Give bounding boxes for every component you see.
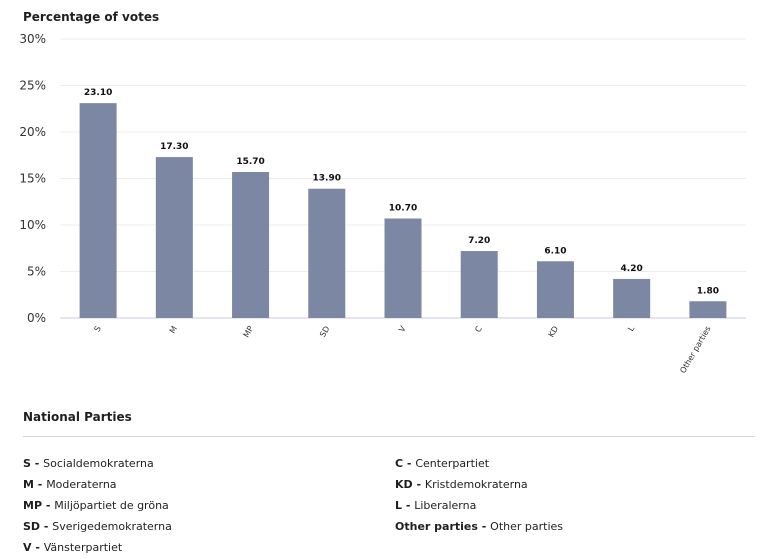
legend-item: Other parties - Other parties bbox=[395, 516, 563, 537]
x-tick-label: C bbox=[473, 324, 484, 334]
legend-code: SD bbox=[23, 520, 41, 533]
y-tick-label: 0% bbox=[27, 311, 46, 325]
legend-code: M bbox=[23, 478, 34, 491]
legend-item: SD - Sverigedemokraterna bbox=[23, 516, 172, 537]
legend-name: Socialdemokraterna bbox=[43, 457, 154, 470]
bar-mp bbox=[232, 171, 270, 318]
y-tick-label: 10% bbox=[19, 218, 46, 232]
legend-item: MP - Miljöpartiet de gröna bbox=[23, 495, 172, 516]
legend-item: L - Liberalerna bbox=[395, 495, 563, 516]
x-tick-label: S bbox=[93, 325, 103, 334]
bar-s bbox=[79, 103, 117, 318]
bar-kd bbox=[536, 261, 574, 318]
legend-code: C bbox=[395, 457, 404, 470]
legend-name: Sverigedemokraterna bbox=[52, 520, 172, 533]
legend-separator: - bbox=[33, 478, 47, 491]
legend-code: Other parties bbox=[395, 520, 478, 533]
legend-separator: - bbox=[30, 457, 44, 470]
legend-title: National Parties bbox=[23, 410, 132, 424]
bar-chart: 0% 5% 10% 15% 20% 25% 30% 23.10 S 17.30 M 15.70 MP 13… bbox=[19, 32, 746, 375]
legend-code: S bbox=[23, 457, 31, 470]
legend-separator: - bbox=[40, 520, 53, 533]
legend-name: Vänsterpartiet bbox=[43, 541, 123, 554]
legend-separator: - bbox=[402, 499, 415, 512]
legend-name: Other parties bbox=[490, 520, 563, 533]
x-tick-label: MP bbox=[242, 324, 256, 339]
legend-code: MP bbox=[23, 499, 43, 512]
y-tick-label: 15% bbox=[19, 172, 46, 186]
legend-item: M - Moderaterna bbox=[23, 474, 172, 495]
data-label: 6.10 bbox=[544, 246, 566, 256]
legend-name: Kristdemokraterna bbox=[424, 478, 528, 491]
x-tick-label: Other parties bbox=[678, 325, 712, 375]
x-tick-label: M bbox=[168, 324, 179, 335]
legend-item: S - Socialdemokraterna bbox=[23, 453, 172, 474]
data-label: 7.20 bbox=[468, 236, 490, 246]
data-label: 23.10 bbox=[84, 88, 112, 98]
data-label: 1.80 bbox=[697, 286, 719, 296]
data-label: 17.30 bbox=[160, 142, 188, 152]
data-label: 10.70 bbox=[389, 203, 417, 213]
y-tick-label: 20% bbox=[19, 125, 46, 139]
bar-v bbox=[384, 218, 422, 318]
legend-code: L bbox=[395, 499, 403, 512]
legend-item: C - Centerpartiet bbox=[395, 453, 563, 474]
bar-c bbox=[460, 251, 498, 318]
x-tick-label: SD bbox=[318, 325, 331, 339]
x-tick-label: KD bbox=[547, 325, 560, 339]
legend-separator: - bbox=[31, 541, 44, 554]
data-label: 13.90 bbox=[313, 174, 341, 184]
y-tick-label: 30% bbox=[19, 32, 46, 46]
bar-other-parties bbox=[689, 301, 727, 318]
legend-separator: - bbox=[42, 499, 55, 512]
data-label: 4.20 bbox=[621, 264, 643, 274]
legend-column-left: S - Socialdemokraterna M - Moderaterna MP … bbox=[23, 453, 172, 558]
legend-column-right: C - Centerpartiet KD - Kristdemokraterna L… bbox=[395, 453, 563, 537]
legend-divider bbox=[23, 436, 755, 437]
x-tick-label: L bbox=[626, 324, 636, 333]
legend-item: KD - Kristdemokraterna bbox=[395, 474, 563, 495]
bar-sd bbox=[308, 188, 346, 318]
legend-separator: - bbox=[412, 478, 425, 491]
y-axis-title: Percentage of votes bbox=[23, 10, 160, 24]
data-label: 15.70 bbox=[236, 157, 264, 167]
legend-separator: - bbox=[403, 457, 416, 470]
legend-name: Moderaterna bbox=[46, 478, 117, 491]
legend-name: Miljöpartiet de gröna bbox=[54, 499, 169, 512]
legend-code: V bbox=[23, 541, 32, 554]
legend-separator: - bbox=[477, 520, 491, 533]
y-tick-label: 5% bbox=[27, 265, 46, 279]
y-tick-label: 25% bbox=[19, 79, 46, 93]
legend-item: V - Vänsterpartiet bbox=[23, 537, 172, 558]
bar-l bbox=[613, 278, 651, 318]
x-tick-label: V bbox=[397, 324, 408, 334]
bar-m bbox=[155, 157, 193, 318]
legend-name: Liberalerna bbox=[414, 499, 477, 512]
legend-name: Centerpartiet bbox=[415, 457, 490, 470]
legend-code: KD bbox=[395, 478, 413, 491]
